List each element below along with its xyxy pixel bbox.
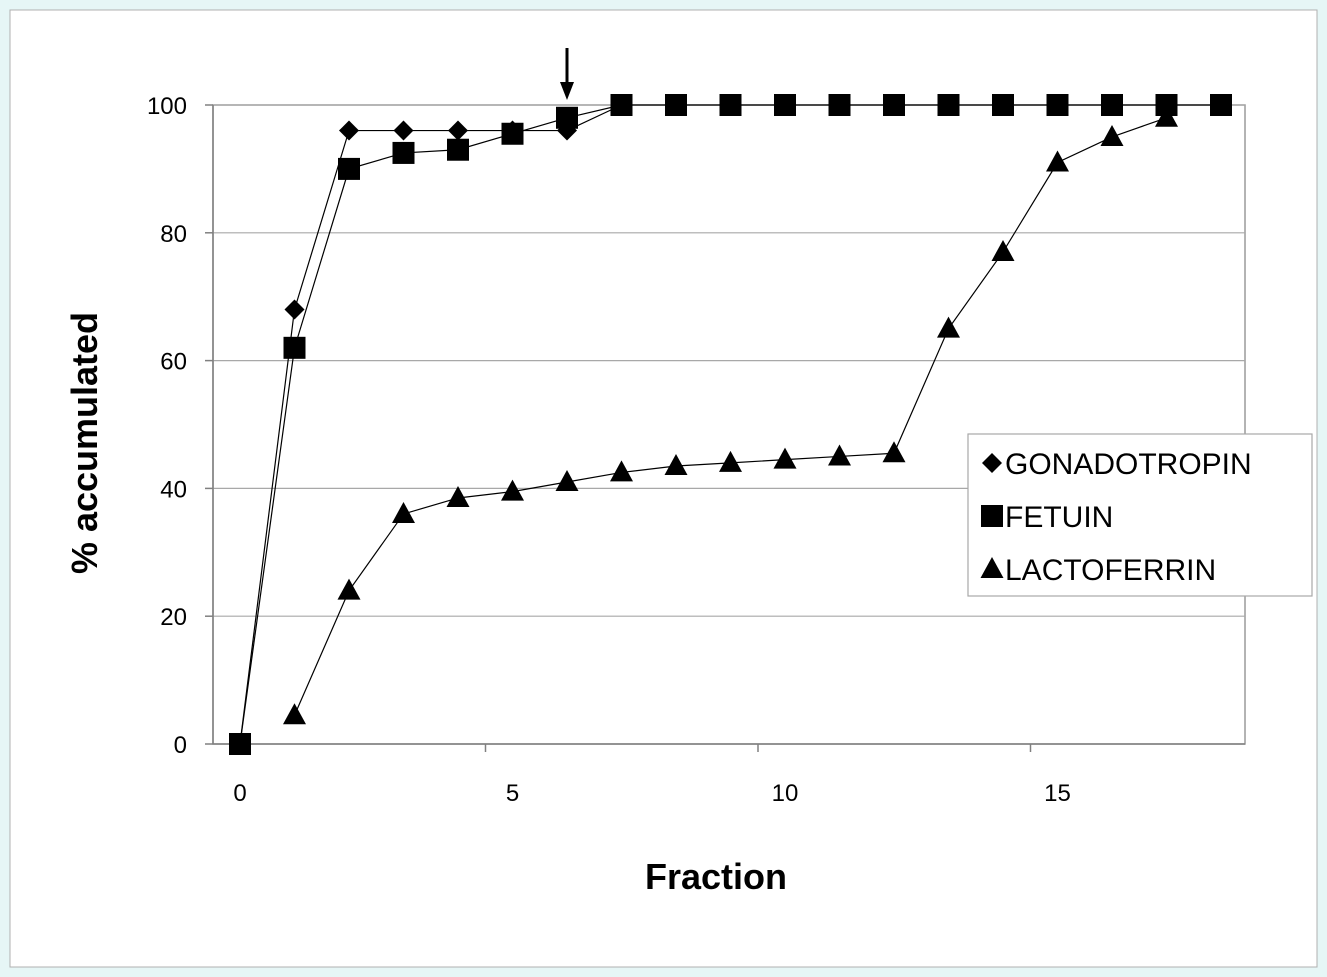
legend: GONADOTROPIN FETUIN LACTOFERRIN: [967, 433, 1313, 597]
axes: 0 20 40 60 80 100 0 5 10 15: [147, 93, 1245, 807]
x-tick-label-5: 5: [506, 780, 519, 807]
data-point-lactoferrin-4: [501, 479, 524, 501]
data-point-lactoferrin-15: [1100, 124, 1124, 146]
data-point-gonadotropin-3: [393, 120, 414, 141]
series-lactoferrin: [283, 105, 1178, 725]
data-point-fetuin-17: [1155, 94, 1178, 116]
legend-label-lactoferrin: LACTOFERRIN: [1005, 554, 1216, 587]
data-point-lactoferrin-0: [283, 703, 306, 725]
data-point-gonadotropin-2: [339, 120, 359, 141]
data-point-fetuin-12: [883, 94, 905, 116]
data-point-lactoferrin-14: [1046, 150, 1069, 172]
x-tick-label-15: 15: [1044, 780, 1071, 807]
legend-marker-lactoferrin: [980, 557, 1004, 578]
y-tick-label-0: 0: [174, 732, 187, 759]
data-point-fetuin-18: [1210, 94, 1232, 116]
data-point-lactoferrin-13: [991, 239, 1015, 261]
y-axis-title: % accumulated: [64, 312, 105, 574]
data-point-fetuin-16: [1101, 94, 1123, 116]
data-point-fetuin-2: [338, 157, 360, 180]
data-point-lactoferrin-10: [828, 444, 851, 466]
data-point-fetuin-3: [392, 141, 415, 164]
data-point-fetuin-15: [1046, 94, 1069, 116]
y-tick-label-80: 80: [160, 221, 187, 248]
data-point-fetuin-11: [828, 94, 851, 116]
data-point-lactoferrin-12: [937, 316, 960, 338]
x-axis-title: Fraction: [645, 856, 787, 897]
data-point-gonadotropin-4: [448, 120, 468, 141]
data-point-fetuin-0: [229, 733, 251, 755]
legend-label-fetuin: FETUIN: [1005, 501, 1113, 534]
data-point-lactoferrin-3: [446, 485, 470, 507]
data-point-fetuin-4: [447, 138, 469, 161]
data-point-gonadotropin-1: [284, 299, 305, 320]
data-point-fetuin-13: [937, 94, 960, 116]
data-point-lactoferrin-6: [610, 460, 633, 482]
data-point-lactoferrin-2: [392, 501, 415, 523]
legend-marker-fetuin: [981, 505, 1003, 527]
y-tick-label-100: 100: [147, 93, 187, 120]
annotation-arrow-head: [560, 82, 574, 100]
data-point-fetuin-6: [556, 106, 578, 129]
y-tick-label-40: 40: [160, 476, 187, 503]
data-point-lactoferrin-16: [1155, 105, 1178, 127]
legend-marker-gonadotropin: [982, 453, 1002, 473]
data-point-fetuin-7: [610, 94, 633, 116]
y-tick-label-20: 20: [160, 604, 187, 631]
data-point-lactoferrin-8: [719, 450, 742, 472]
data-point-fetuin-8: [665, 94, 687, 116]
data-point-lactoferrin-1: [337, 578, 361, 600]
data-point-fetuin-9: [719, 94, 742, 116]
annotations: [560, 48, 574, 100]
legend-box: [967, 433, 1313, 597]
series: [229, 94, 1232, 755]
y-tick-label-60: 60: [160, 349, 187, 376]
series-fetuin: [229, 94, 1232, 755]
data-point-lactoferrin-7: [664, 454, 688, 476]
data-point-lactoferrin-5: [555, 470, 579, 492]
data-point-fetuin-5: [501, 122, 524, 145]
data-point-fetuin-10: [774, 94, 796, 116]
x-tick-label-10: 10: [772, 780, 799, 807]
data-point-lactoferrin-9: [773, 447, 797, 469]
data-point-fetuin-1: [283, 336, 306, 359]
legend-label-gonadotropin: GONADOTROPIN: [1005, 448, 1252, 481]
data-point-fetuin-14: [992, 94, 1014, 116]
data-point-lactoferrin-11: [882, 441, 906, 463]
x-tick-label-0: 0: [233, 780, 246, 807]
